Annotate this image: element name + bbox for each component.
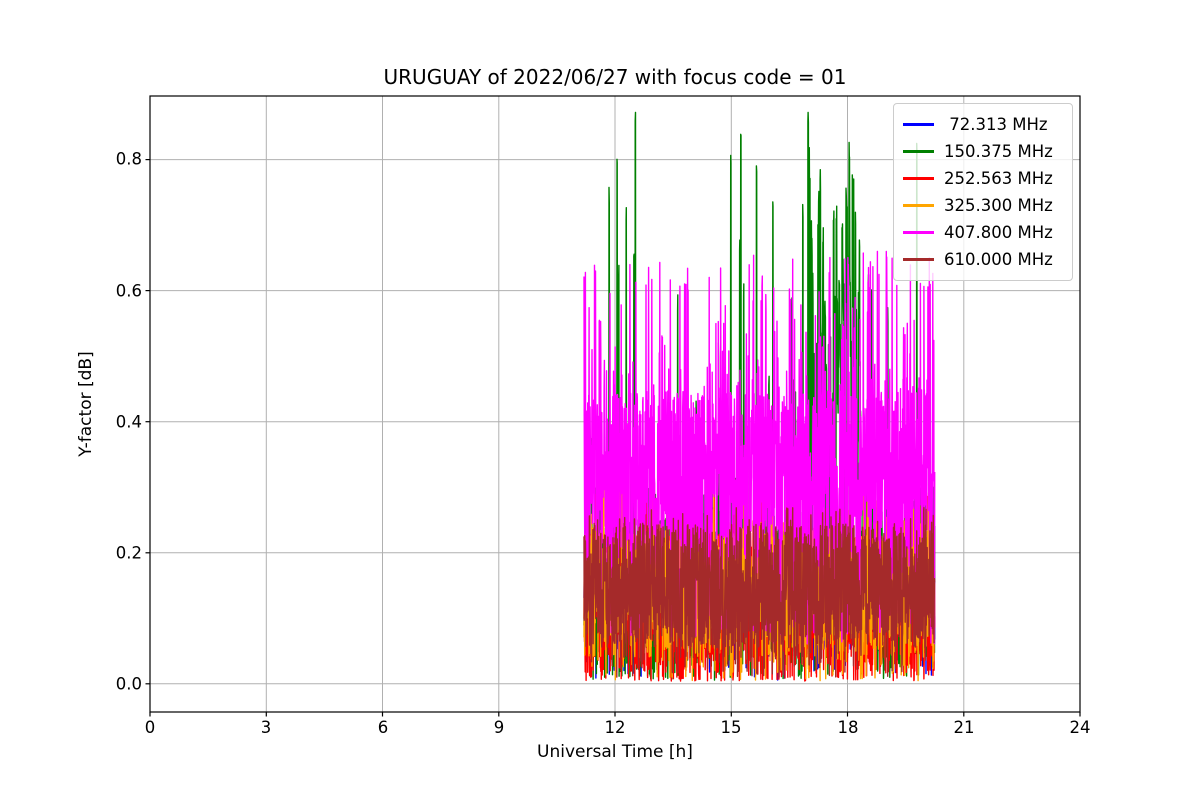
legend-line-icon <box>903 258 934 261</box>
series-610.000-MHz <box>583 506 936 678</box>
legend-line-icon <box>903 204 934 207</box>
x-tick-label-0: 0 <box>144 718 156 737</box>
chart-title: URUGUAY of 2022/06/27 with focus code = … <box>383 65 847 89</box>
x-tick-label-9: 9 <box>493 718 505 737</box>
legend-item-150.375-mhz: 150.375 MHz <box>903 138 1064 165</box>
legend-label: 252.563 MHz <box>944 169 1053 188</box>
legend-item-407.800-mhz: 407.800 MHz <box>903 219 1064 246</box>
legend-label: 407.800 MHz <box>944 223 1053 242</box>
legend-line-icon <box>903 177 934 180</box>
legend-line-icon <box>903 231 934 234</box>
legend-line-icon <box>903 123 934 126</box>
legend-item-610.000-mhz: 610.000 MHz <box>903 246 1064 273</box>
x-tick-label-12: 12 <box>604 718 626 737</box>
x-tick-label-18: 18 <box>837 718 859 737</box>
legend-label: 610.000 MHz <box>944 250 1053 269</box>
legend-item-252.563-mhz: 252.563 MHz <box>903 165 1064 192</box>
y-tick-label-0.2: 0.2 <box>115 543 142 563</box>
legend-label: 150.375 MHz <box>944 142 1053 161</box>
y-tick-label-0.4: 0.4 <box>115 412 142 432</box>
legend-item-72.313-mhz: 72.313 MHz <box>903 111 1064 138</box>
legend-label: 72.313 MHz <box>944 115 1048 134</box>
x-tick-label-21: 21 <box>953 718 975 737</box>
y-axis-label: Y-factor [dB] <box>76 351 96 457</box>
legend-line-icon <box>903 150 934 153</box>
tick-marks <box>145 159 1081 717</box>
x-tick-label-6: 6 <box>377 718 389 737</box>
y-tick-label-0.0: 0.0 <box>115 674 142 694</box>
x-tick-label-3: 3 <box>260 718 272 737</box>
legend-item-325.300-mhz: 325.300 MHz <box>903 192 1064 219</box>
y-tick-label-0.8: 0.8 <box>115 149 142 169</box>
y-tick-label-0.6: 0.6 <box>115 281 142 301</box>
x-tick-label-15: 15 <box>720 718 742 737</box>
x-tick-label-24: 24 <box>1069 718 1091 737</box>
x-axis-label: Universal Time [h] <box>537 742 693 762</box>
legend-label: 325.300 MHz <box>944 196 1053 215</box>
legend: 72.313 MHz 150.375 MHz 252.563 MHz 325.3… <box>893 103 1073 281</box>
